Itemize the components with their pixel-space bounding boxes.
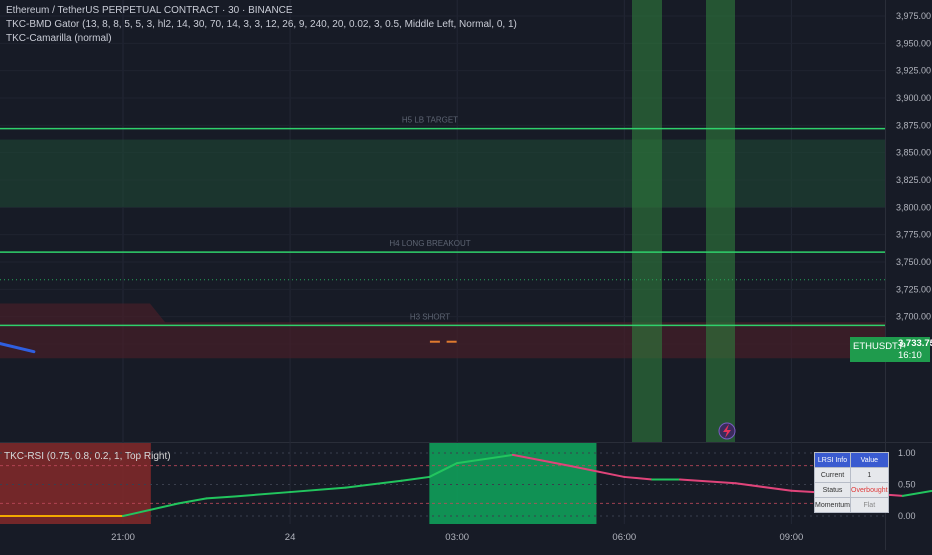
price-tag-countdown: 16:10 bbox=[898, 350, 922, 361]
price-tag-price: 3,733.75 bbox=[898, 338, 932, 349]
price-tick-label: 3,975.00 bbox=[896, 11, 931, 21]
rsi-line-segment bbox=[233, 491, 292, 498]
time-tick-label: 03:00 bbox=[445, 532, 469, 543]
rsi-line-segment bbox=[289, 486, 347, 494]
price-tick-label: 3,800.00 bbox=[896, 202, 931, 212]
rsi-oversold-zone bbox=[0, 443, 151, 524]
price-tick-label: 3,875.00 bbox=[896, 120, 931, 130]
info-status-label: Status bbox=[813, 482, 852, 498]
rsi-overbought-zone bbox=[429, 443, 597, 524]
price-tick-label: 3,900.00 bbox=[896, 93, 931, 103]
price-tick-label: 3,700.00 bbox=[896, 312, 931, 322]
rsi-line-segment bbox=[679, 478, 737, 485]
price-tick-label: 3,725.00 bbox=[896, 284, 931, 294]
lightning-icon-bolt bbox=[723, 424, 731, 438]
rsi-tick-label: 0.50 bbox=[898, 480, 916, 490]
level-label-h3: H3 SHORT bbox=[410, 312, 450, 321]
rsi-tick-label: 0.00 bbox=[898, 511, 916, 521]
chart-legend-symbol[interactable]: Ethereum / TetherUS PERPETUAL CONTRACT ·… bbox=[6, 5, 293, 16]
price-tick-label: 3,925.00 bbox=[896, 66, 931, 76]
rsi-line-segment bbox=[623, 475, 654, 481]
gator-line-blue bbox=[0, 341, 36, 354]
info-header-label: LRSI Info bbox=[813, 452, 852, 468]
price-tag-symbol: ETHUSDT.P bbox=[853, 341, 906, 352]
rsi-line-segment bbox=[456, 453, 514, 465]
level-label-h5: H5 LB TARGET bbox=[402, 116, 458, 125]
time-tick-label: 21:00 bbox=[111, 532, 135, 543]
rsi-line-segment bbox=[567, 464, 626, 478]
price-tick-label: 3,850.00 bbox=[896, 148, 931, 158]
time-tick-label: 09:00 bbox=[780, 532, 804, 543]
info-header-value: Value bbox=[850, 452, 889, 468]
info-current-label: Current bbox=[813, 467, 852, 483]
rsi-line-segment bbox=[511, 453, 570, 467]
current-price-tag: ETHUSDT.P 3,733.75 16:10 bbox=[850, 337, 932, 362]
lightning-icon[interactable] bbox=[718, 422, 736, 440]
small-candle-body bbox=[446, 340, 457, 343]
rsi-line-segment bbox=[344, 479, 403, 489]
info-status-value: Overbought bbox=[850, 482, 889, 498]
camarilla-lower-zone bbox=[0, 303, 885, 359]
price-tick-label: 3,775.00 bbox=[896, 230, 931, 240]
rsi-line-segment bbox=[400, 475, 431, 482]
info-momentum-label: Momentum bbox=[813, 497, 852, 513]
info-current-value: 1 bbox=[850, 467, 889, 483]
rsi-legend[interactable]: TKC-RSI (0.75, 0.8, 0.2, 1, Top Right) bbox=[4, 451, 171, 462]
rsi-line-segment bbox=[122, 502, 180, 517]
chart-legend-camarilla[interactable]: TKC-Camarilla (normal) bbox=[6, 33, 112, 44]
price-tick-label: 3,750.00 bbox=[896, 257, 931, 267]
time-tick-label: 06:00 bbox=[612, 532, 636, 543]
chart-legend-gator[interactable]: TKC-BMD Gator (13, 8, 8, 5, 5, 3, hl2, 1… bbox=[6, 19, 517, 30]
price-tick-label: 3,825.00 bbox=[896, 175, 931, 185]
rsi-line-segment bbox=[205, 495, 236, 500]
rsi-line-segment bbox=[428, 462, 459, 478]
level-label-h4: H4 LONG BREAKOUT bbox=[389, 239, 470, 248]
camarilla-upper-zone bbox=[0, 139, 885, 208]
rsi-line-segment bbox=[734, 482, 793, 492]
signal-highlight-column bbox=[632, 0, 662, 442]
info-momentum-value: Flat bbox=[850, 497, 889, 513]
rsi-line-segment bbox=[901, 489, 932, 497]
price-tick-label: 3,950.00 bbox=[896, 38, 931, 48]
signal-highlight-column bbox=[706, 0, 735, 442]
small-candle-body bbox=[429, 340, 440, 343]
rsi-line-segment bbox=[177, 497, 208, 505]
rsi-tick-label: 1.00 bbox=[898, 448, 916, 458]
lrsi-info-table: LRSI Info Value Current 1 Status Overbou… bbox=[813, 452, 889, 513]
time-tick-label: 24 bbox=[285, 532, 296, 543]
